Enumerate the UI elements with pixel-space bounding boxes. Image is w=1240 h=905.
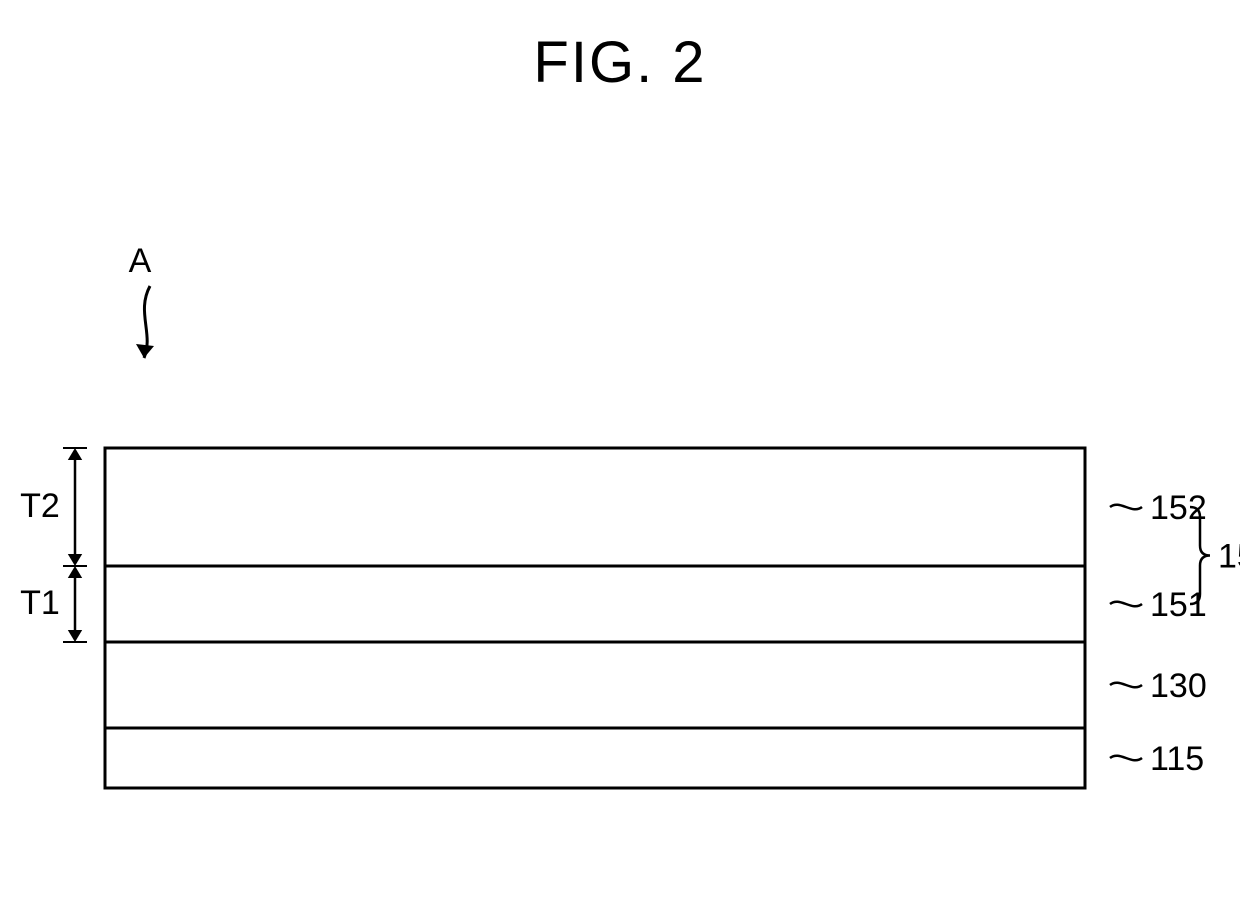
ref-hook [1110, 505, 1142, 510]
region-pointer-label: A [129, 242, 152, 280]
dim-arrow-down-T1 [68, 630, 82, 642]
layer-ref-115: 115 [1150, 740, 1204, 778]
layer-ref-152: 152 [1150, 489, 1207, 527]
layer-stack [105, 448, 1085, 788]
dim-arrow-up-T1 [68, 566, 82, 578]
layer-ref-151: 151 [1150, 586, 1207, 624]
dim-arrow-up-T2 [68, 448, 82, 460]
ref-hook [1110, 756, 1142, 761]
group-ref-150: 150 [1218, 538, 1240, 576]
dim-label-T1: T1 [20, 584, 60, 622]
layer-ref-130: 130 [1150, 667, 1207, 705]
region-pointer-arrowhead [136, 344, 154, 358]
ref-hook [1110, 683, 1142, 688]
dim-arrow-down-T2 [68, 554, 82, 566]
dim-label-T2: T2 [20, 487, 60, 525]
figure-title: FIG. 2 [533, 30, 706, 95]
ref-hook [1110, 602, 1142, 607]
